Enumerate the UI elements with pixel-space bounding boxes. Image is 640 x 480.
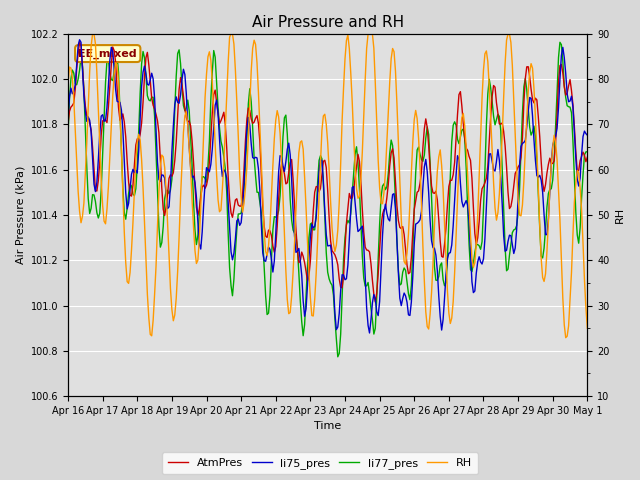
AtmPres — [584, 154, 591, 160]
Y-axis label: Air Pressure (kPa): Air Pressure (kPa) — [15, 166, 25, 264]
li77_pres — [161, 195, 168, 201]
li77_pres — [64, 133, 72, 139]
AtmPres — [380, 206, 388, 212]
RH — [584, 325, 591, 331]
RH — [390, 49, 398, 55]
Line: li77_pres: li77_pres — [68, 42, 588, 357]
li75_pres — [380, 210, 388, 216]
RH — [362, 77, 369, 83]
Title: Air Pressure and RH: Air Pressure and RH — [252, 15, 404, 30]
li75_pres — [584, 132, 591, 138]
li77_pres — [79, 63, 86, 69]
li75_pres — [64, 114, 72, 120]
RH — [79, 214, 86, 219]
li77_pres — [362, 283, 369, 289]
Line: li75_pres: li75_pres — [68, 40, 588, 333]
Text: EE_mixed: EE_mixed — [79, 48, 137, 59]
AtmPres — [64, 120, 72, 126]
Y-axis label: RH: RH — [615, 207, 625, 223]
li75_pres — [76, 37, 83, 43]
li77_pres — [379, 183, 387, 189]
li77_pres — [390, 167, 398, 172]
li75_pres — [80, 93, 88, 98]
RH — [64, 81, 72, 86]
li75_pres — [523, 124, 531, 130]
AtmPres — [80, 86, 88, 92]
AtmPres — [371, 299, 379, 305]
li75_pres — [163, 192, 170, 197]
AtmPres — [362, 244, 369, 250]
RH — [163, 188, 170, 194]
RH — [562, 335, 570, 340]
li77_pres — [584, 149, 591, 155]
RH — [522, 147, 529, 153]
li77_pres — [522, 76, 529, 82]
Line: AtmPres: AtmPres — [68, 42, 588, 302]
X-axis label: Time: Time — [314, 421, 341, 432]
Line: RH: RH — [68, 34, 588, 337]
Legend: AtmPres, li75_pres, li77_pres, RH: AtmPres, li75_pres, li77_pres, RH — [162, 453, 478, 474]
RH — [89, 31, 97, 37]
li77_pres — [334, 354, 342, 360]
AtmPres — [392, 179, 399, 185]
AtmPres — [523, 64, 531, 70]
li75_pres — [392, 206, 399, 212]
AtmPres — [76, 39, 83, 45]
li75_pres — [365, 330, 373, 336]
RH — [379, 201, 387, 206]
li77_pres — [556, 39, 564, 45]
AtmPres — [163, 204, 170, 210]
li75_pres — [362, 275, 369, 280]
